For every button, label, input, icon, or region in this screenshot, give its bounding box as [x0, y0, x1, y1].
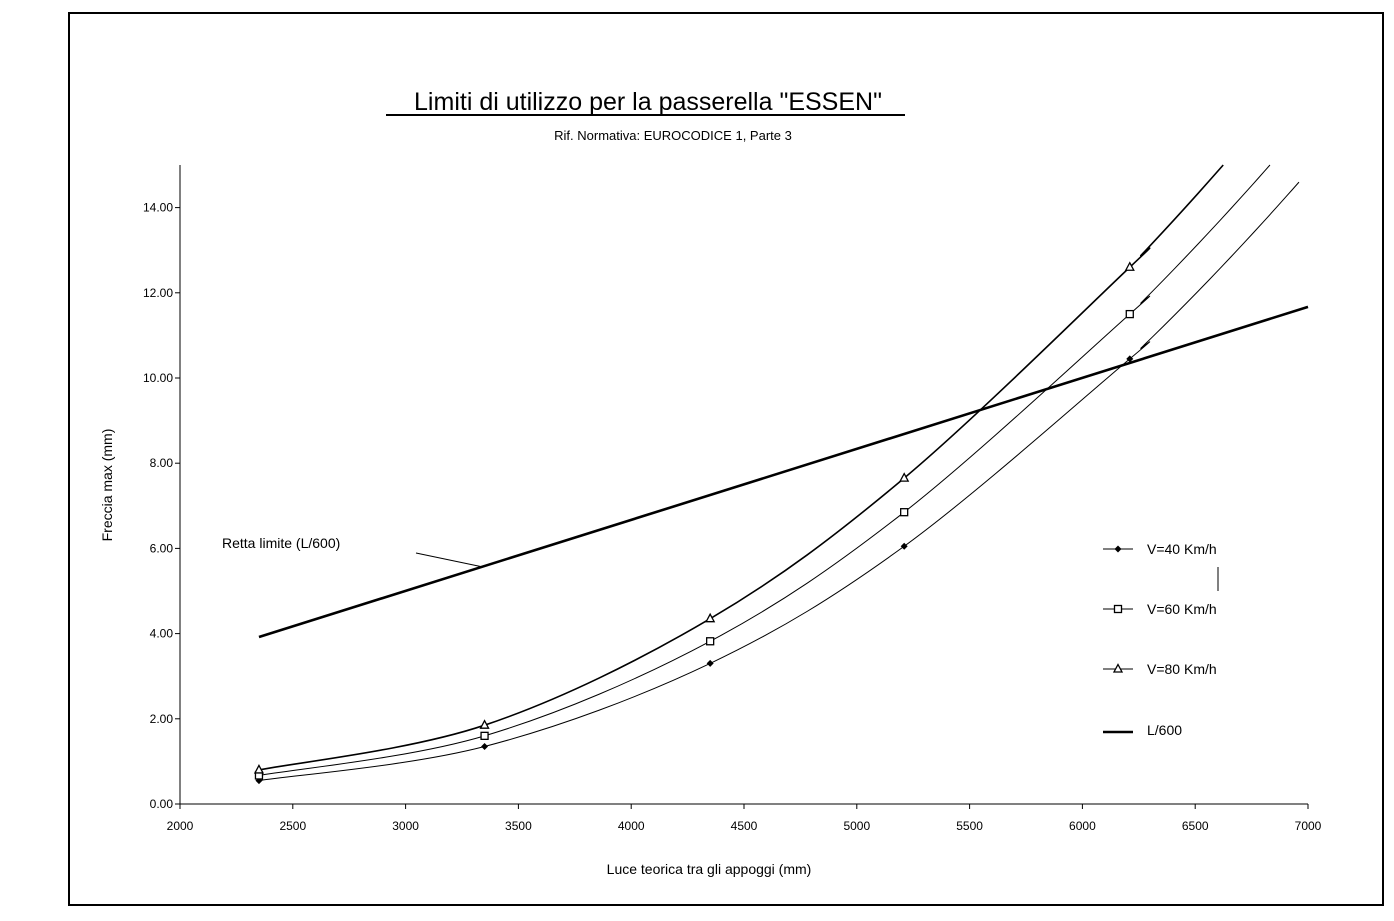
series-square	[254, 164, 1271, 780]
legend-label: V=80 Km/h	[1147, 661, 1217, 677]
limit-line	[258, 305, 1309, 639]
axes: 2000 2500 3000 3500 4000 4500 5000 5500 6000 6500…	[143, 165, 1322, 833]
data-point	[479, 719, 490, 729]
x-tick-label: 6000	[1069, 819, 1096, 833]
x-tick-label: 4500	[731, 819, 758, 833]
legend-marker	[1114, 545, 1122, 553]
data-point	[480, 731, 489, 740]
chart-title: Limiti di utilizzo per la passerella "ES…	[414, 88, 882, 116]
series-limit-line	[258, 305, 1309, 639]
legend-item: L/600	[1103, 722, 1182, 738]
x-tick-label: 3000	[392, 819, 419, 833]
x-axis-label: Luce teorica tra gli appoggi (mm)	[607, 861, 812, 877]
legend-item: V=80 Km/h	[1103, 661, 1217, 677]
chart-frame	[68, 12, 1384, 906]
series-triangle	[253, 164, 1224, 774]
legend-item: V=60 Km/h	[1103, 601, 1217, 617]
data-point	[899, 472, 910, 482]
data-point	[1124, 261, 1135, 271]
y-tick-label: 14.00	[143, 201, 173, 215]
y-tick-label: 2.00	[150, 712, 174, 726]
y-tick-label: 6.00	[150, 541, 174, 555]
legend-label: V=60 Km/h	[1147, 601, 1217, 617]
data-point	[706, 637, 715, 646]
legend-marker	[1112, 663, 1124, 673]
data-point	[705, 612, 716, 623]
legend-item: V=40 Km/h	[1103, 541, 1217, 557]
data-point	[253, 764, 265, 774]
y-tick-label: 10.00	[143, 371, 173, 385]
legend: V=40 Km/h V=60 Km/h V=80 Km/h L/600	[1103, 541, 1219, 738]
series-diamond	[255, 181, 1300, 785]
x-tick-label: 4000	[618, 819, 645, 833]
x-tick-label: 5000	[843, 819, 870, 833]
x-tick-label: 3500	[505, 819, 532, 833]
series-layer	[253, 164, 1309, 785]
data-point	[706, 659, 714, 667]
annotation-text: Retta limite (L/600)	[222, 535, 340, 551]
data-point	[1126, 355, 1134, 363]
legend-label: L/600	[1147, 722, 1182, 738]
data-point	[900, 508, 909, 517]
annotation-leader	[415, 552, 484, 568]
series-line	[258, 181, 1300, 782]
x-tick-label: 6500	[1182, 819, 1209, 833]
series-line	[258, 164, 1224, 771]
data-point	[900, 542, 908, 550]
y-tick-label: 12.00	[143, 286, 173, 300]
x-tick-label: 2000	[167, 819, 194, 833]
x-tick-label: 7000	[1295, 819, 1322, 833]
series-line	[258, 164, 1271, 776]
annotation-layer: Retta limite (L/600)	[222, 535, 484, 568]
legend-marker	[1113, 604, 1123, 614]
y-tick-label: 4.00	[150, 627, 174, 641]
data-point	[1125, 309, 1134, 319]
y-tick-label: 8.00	[150, 456, 174, 470]
data-point	[481, 742, 489, 750]
chart-subtitle: Rif. Normativa: EUROCODICE 1, Parte 3	[554, 128, 792, 143]
x-tick-label: 2500	[279, 819, 306, 833]
legend-label: V=40 Km/h	[1147, 541, 1217, 557]
x-tick-label: 5500	[956, 819, 983, 833]
y-tick-label: 0.00	[150, 797, 174, 811]
y-axis-label: Freccia max (mm)	[99, 429, 115, 542]
